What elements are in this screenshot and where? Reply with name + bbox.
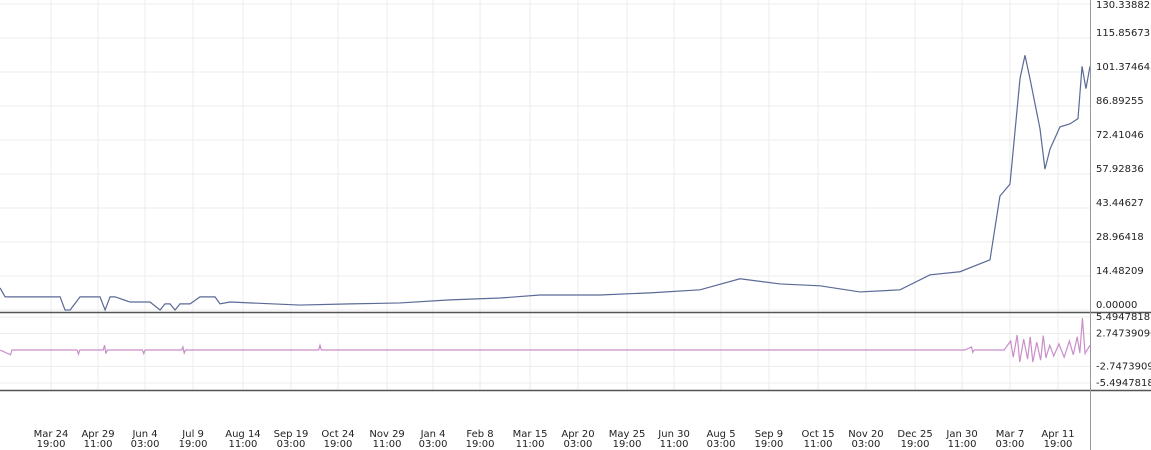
y-tick-label: 28.96418 xyxy=(1096,232,1144,243)
x-tick-label: Apr 29 11:00 xyxy=(81,429,114,450)
y-tick-label: 115.85673 xyxy=(1096,28,1150,39)
y-tick-label: 14.48209 xyxy=(1096,266,1144,277)
y-tick-label: 5.49478181 xyxy=(1096,312,1151,323)
x-tick-label: Mar 15 11:00 xyxy=(513,429,548,450)
x-tick-label: Aug 14 11:00 xyxy=(225,429,260,450)
x-tick-label: Mar 24 19:00 xyxy=(34,429,69,450)
x-tick-label: Jun 30 11:00 xyxy=(657,429,690,450)
x-tick-label: Aug 5 03:00 xyxy=(707,429,736,450)
x-tick-label: Mar 7 03:00 xyxy=(996,429,1025,450)
y-tick-label: -5.4947818 xyxy=(1096,378,1151,389)
x-tick-label: Jan 30 11:00 xyxy=(945,429,977,450)
y-tick-label: 57.92836 xyxy=(1096,164,1144,175)
x-tick-label: Sep 9 19:00 xyxy=(755,429,784,450)
x-tick-label: Nov 29 11:00 xyxy=(369,429,404,450)
x-tick-label: Dec 25 19:00 xyxy=(897,429,932,450)
x-tick-label: Jan 4 03:00 xyxy=(419,429,448,450)
y-tick-label: 72.41046 xyxy=(1096,130,1144,141)
x-tick-label: May 25 19:00 xyxy=(609,429,646,450)
grid xyxy=(0,0,1090,390)
y-tick-label: 0.00000 xyxy=(1096,300,1137,311)
x-tick-label: Apr 11 19:00 xyxy=(1041,429,1074,450)
y-tick-label: 130.33882 xyxy=(1096,0,1150,11)
series-line xyxy=(0,55,1091,312)
x-tick-label: Apr 20 03:00 xyxy=(561,429,594,450)
x-tick-label: Nov 20 03:00 xyxy=(848,429,883,450)
x-tick-label: Feb 8 19:00 xyxy=(466,429,495,450)
x-tick-label: Jul 9 19:00 xyxy=(179,429,208,450)
y-tick-label: 43.44627 xyxy=(1096,198,1144,209)
y-tick-label: -2.74739090 xyxy=(1096,362,1151,373)
x-tick-label: Oct 15 11:00 xyxy=(801,429,834,450)
y-tick-label: 86.89255 xyxy=(1096,96,1144,107)
x-tick-label: Jun 4 03:00 xyxy=(131,429,160,450)
y-tick-label: 101.37464 xyxy=(1096,62,1150,73)
series-line xyxy=(0,318,1091,363)
x-tick-label: Oct 24 19:00 xyxy=(321,429,354,450)
x-tick-label: Sep 19 03:00 xyxy=(274,429,309,450)
y-tick-label: 2.74739090 xyxy=(1096,329,1151,340)
